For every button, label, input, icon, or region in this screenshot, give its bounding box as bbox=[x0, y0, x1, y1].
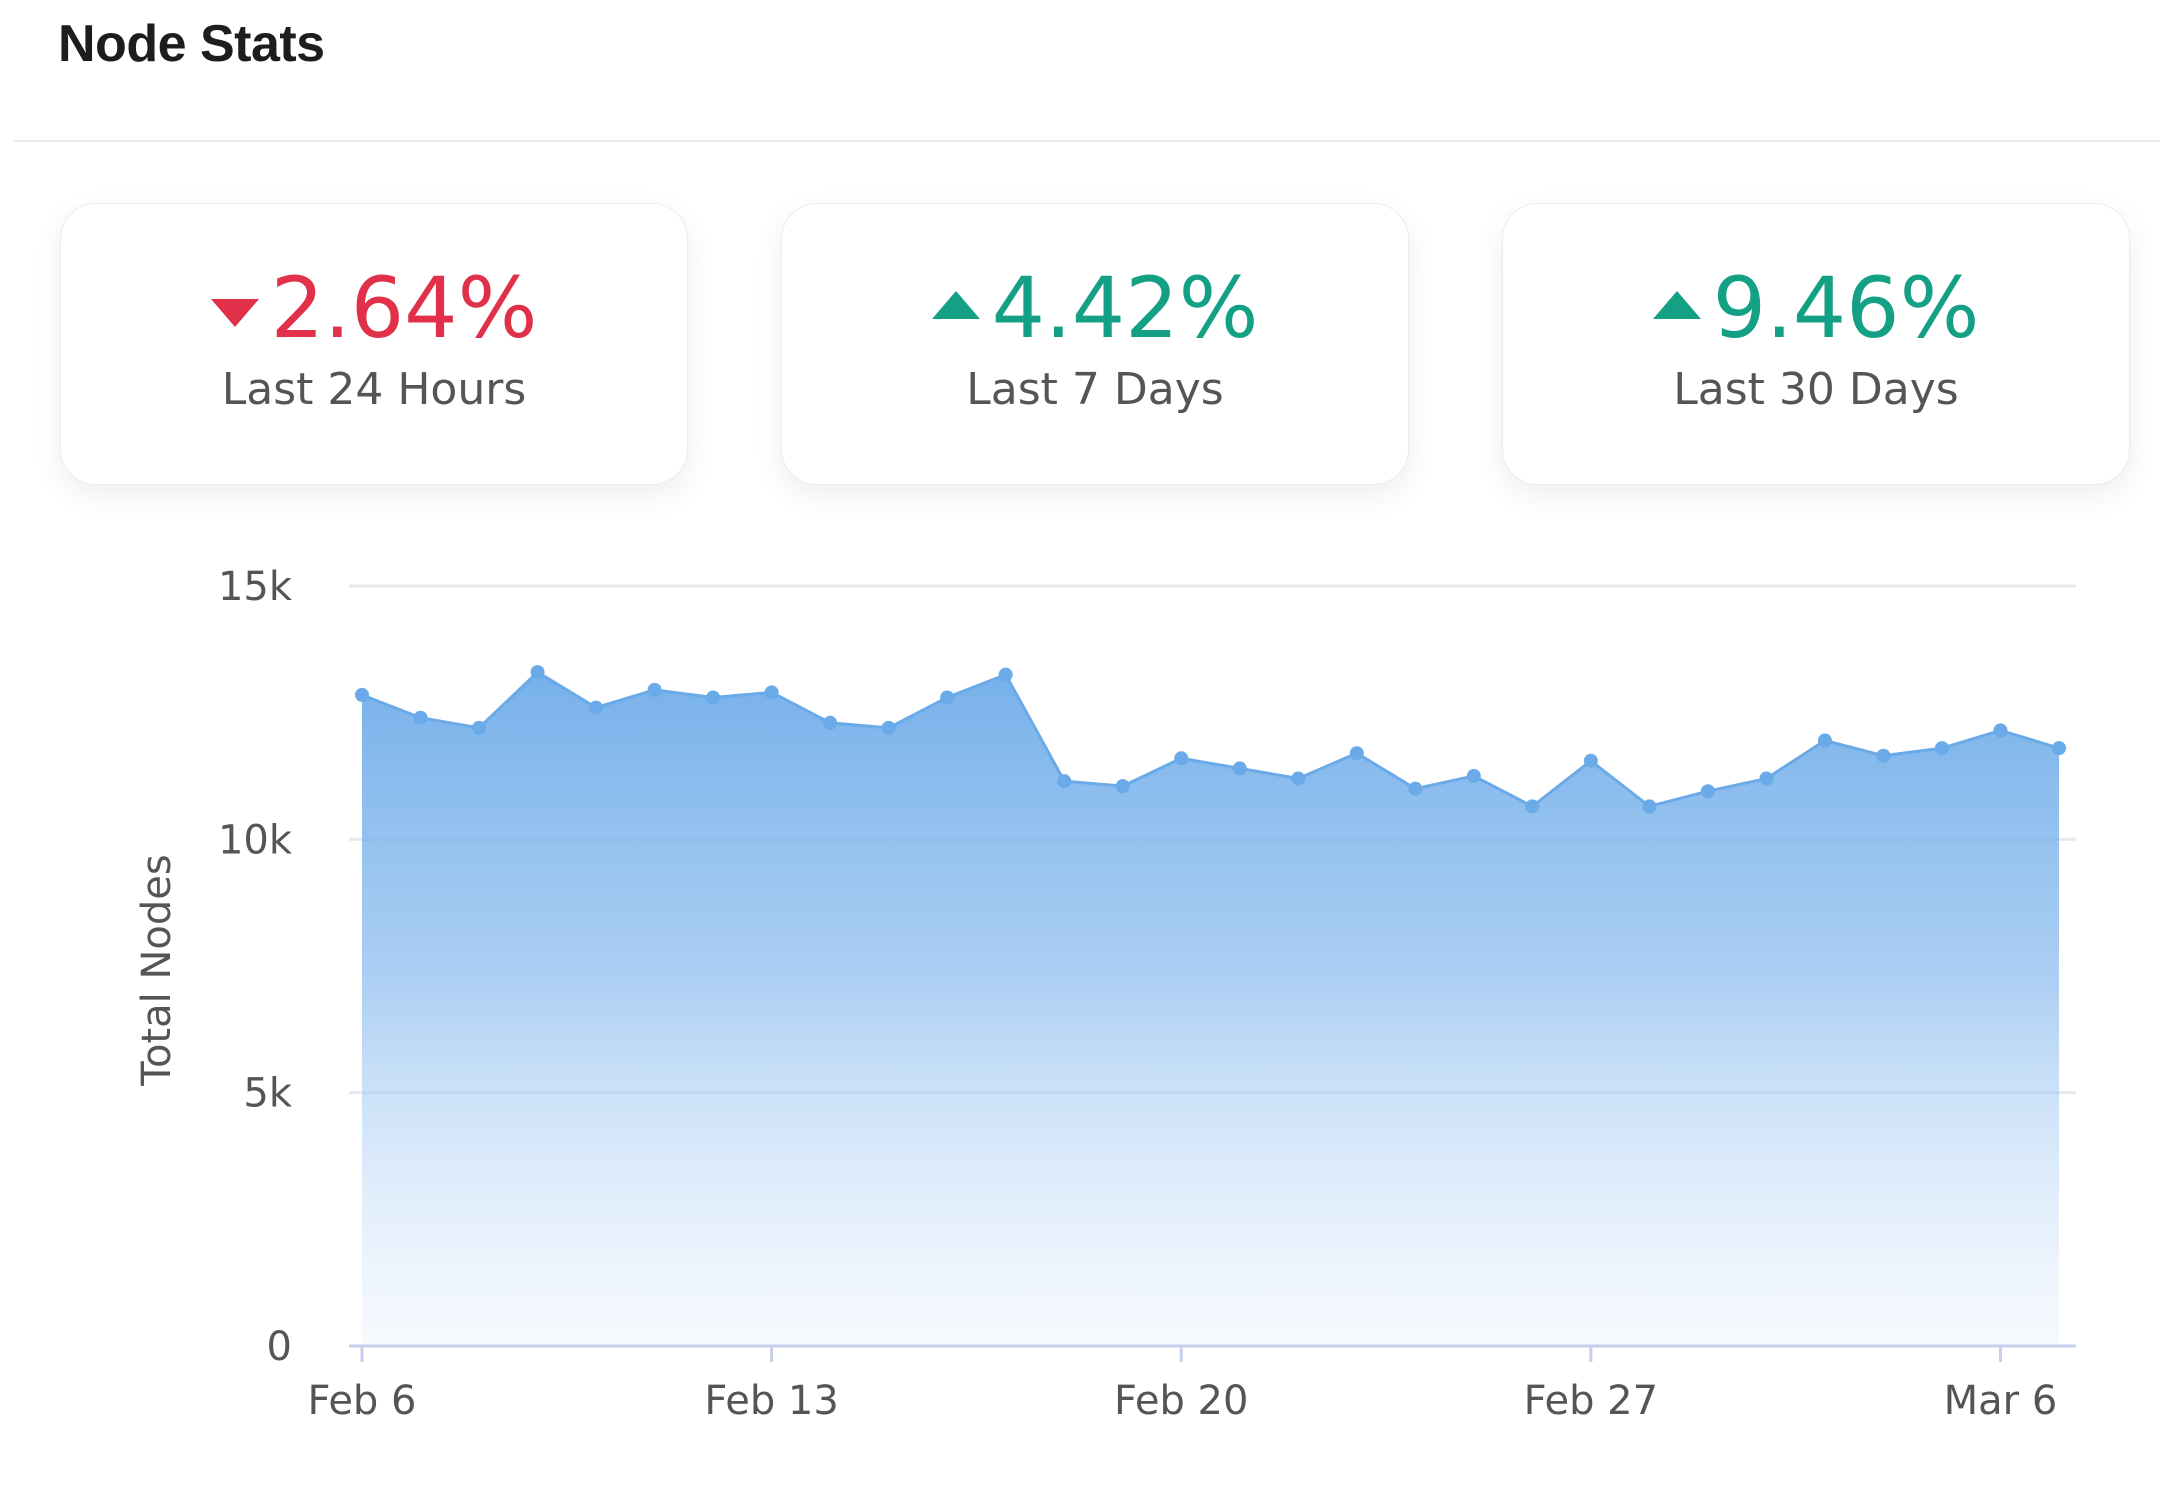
data-point[interactable] bbox=[706, 690, 721, 705]
page-title: Node Stats bbox=[58, 15, 325, 73]
data-point[interactable] bbox=[355, 687, 369, 702]
series-line bbox=[361, 670, 2060, 809]
data-point[interactable] bbox=[1291, 771, 1306, 786]
data-point[interactable] bbox=[647, 682, 662, 697]
node-count-chart-container: 0 5k 10k 15k Feb 6 Feb 13 Feb 20 Feb 27 Mar 6 T… bbox=[0, 540, 2164, 1480]
data-point[interactable] bbox=[1174, 751, 1189, 766]
data-point[interactable] bbox=[1408, 781, 1423, 796]
caret-down-icon bbox=[210, 299, 259, 327]
area-fill bbox=[362, 672, 2059, 1346]
data-point[interactable] bbox=[472, 720, 487, 735]
data-point[interactable] bbox=[1349, 746, 1364, 761]
data-point[interactable] bbox=[1583, 753, 1598, 768]
y-tick-label: 15k bbox=[218, 564, 293, 610]
stat-period-label: Last 7 Days bbox=[966, 364, 1224, 415]
data-point[interactable] bbox=[823, 715, 838, 730]
y-tick-label: 10k bbox=[218, 817, 293, 863]
data-point[interactable] bbox=[1700, 784, 1715, 799]
stat-card-30d: 9.46% Last 30 Days bbox=[1502, 203, 2130, 485]
data-point[interactable] bbox=[1642, 799, 1657, 814]
data-point[interactable] bbox=[940, 690, 955, 705]
data-point[interactable] bbox=[589, 700, 604, 715]
data-point[interactable] bbox=[1466, 769, 1481, 783]
node-count-area-chart: 0 5k 10k 15k Feb 6 Feb 13 Feb 20 Feb 27 Mar 6 T… bbox=[134, 564, 2076, 1424]
y-tick-label: 0 bbox=[267, 1324, 292, 1370]
x-tick-label: Mar 6 bbox=[1944, 1378, 2058, 1424]
header-divider bbox=[14, 140, 2160, 142]
x-tick-label: Feb 6 bbox=[308, 1378, 417, 1424]
data-point[interactable] bbox=[413, 710, 428, 725]
data-point[interactable] bbox=[1817, 733, 1832, 748]
x-tick-label: Feb 20 bbox=[1114, 1378, 1248, 1424]
data-point[interactable] bbox=[1525, 799, 1540, 814]
stat-card-7d: 4.42% Last 7 Days bbox=[781, 203, 1409, 485]
data-point[interactable] bbox=[1057, 774, 1072, 789]
y-tick-label: 5k bbox=[243, 1071, 292, 1117]
data-point[interactable] bbox=[2052, 741, 2066, 756]
data-point[interactable] bbox=[1876, 748, 1891, 763]
data-point[interactable] bbox=[998, 667, 1013, 682]
x-tick-label: Feb 27 bbox=[1524, 1378, 1658, 1424]
data-point[interactable] bbox=[1115, 779, 1130, 794]
stat-change-value: 2.64% bbox=[270, 259, 538, 357]
stat-change-value: 4.42% bbox=[991, 259, 1259, 357]
stat-period-label: Last 30 Days bbox=[1673, 364, 1959, 415]
stat-period-label: Last 24 Hours bbox=[221, 364, 527, 415]
data-point[interactable] bbox=[1993, 723, 2008, 738]
data-point[interactable] bbox=[1934, 741, 1949, 756]
data-point[interactable] bbox=[764, 685, 779, 700]
x-tick-label: Feb 13 bbox=[704, 1378, 838, 1424]
stat-change-value: 9.46% bbox=[1712, 259, 1980, 357]
data-point[interactable] bbox=[530, 665, 545, 680]
data-point[interactable] bbox=[1759, 771, 1774, 786]
caret-up-icon bbox=[931, 291, 980, 319]
stat-card-24h: 2.64% Last 24 Hours bbox=[60, 203, 688, 485]
y-axis-title: Total Nodes bbox=[134, 854, 180, 1086]
caret-up-icon bbox=[1652, 291, 1701, 319]
data-point[interactable] bbox=[881, 720, 896, 735]
data-point[interactable] bbox=[1232, 761, 1247, 776]
